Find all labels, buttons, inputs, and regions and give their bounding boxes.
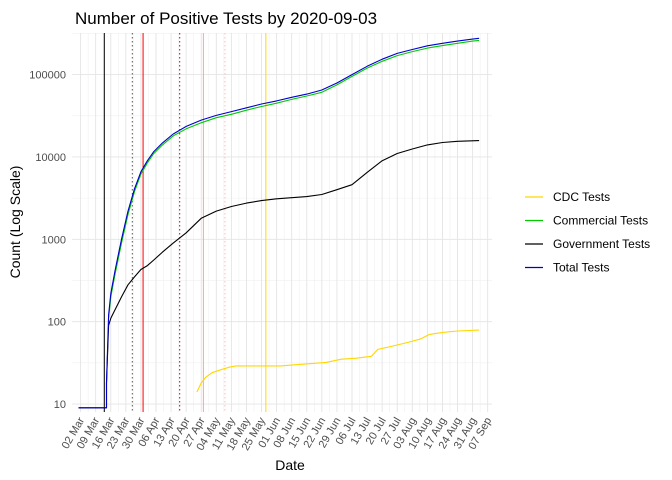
x-axis-title: Date: [275, 457, 305, 473]
series-line-government-tests: [78, 140, 480, 409]
y-tick-label: 1000: [42, 234, 66, 246]
y-tick-label: 10: [54, 399, 66, 411]
reference-lines: [103, 33, 267, 412]
chart-title: Number of Positive Tests by 2020-09-03: [75, 9, 377, 28]
series-line-commercial-tests: [108, 39, 480, 319]
y-axis-ticks: 10 100 1000 10000 100000: [29, 70, 66, 411]
series-line-cdc-tests: [196, 329, 480, 393]
legend-label: CDC Tests: [553, 190, 610, 204]
y-axis-title: Count (Log Scale): [7, 166, 23, 279]
legend: CDC Tests Commercial Tests Government Test…: [525, 190, 650, 275]
y-tick-label: 100: [48, 317, 66, 329]
legend-label: Total Tests: [553, 261, 609, 275]
series-lines: [78, 37, 480, 409]
legend-label: Government Tests: [553, 237, 650, 251]
legend-label: Commercial Tests: [553, 214, 648, 228]
grid: [72, 33, 492, 412]
series-line-total-tests: [78, 37, 480, 409]
y-tick-label: 10000: [35, 152, 66, 164]
y-tick-label: 100000: [29, 70, 66, 82]
